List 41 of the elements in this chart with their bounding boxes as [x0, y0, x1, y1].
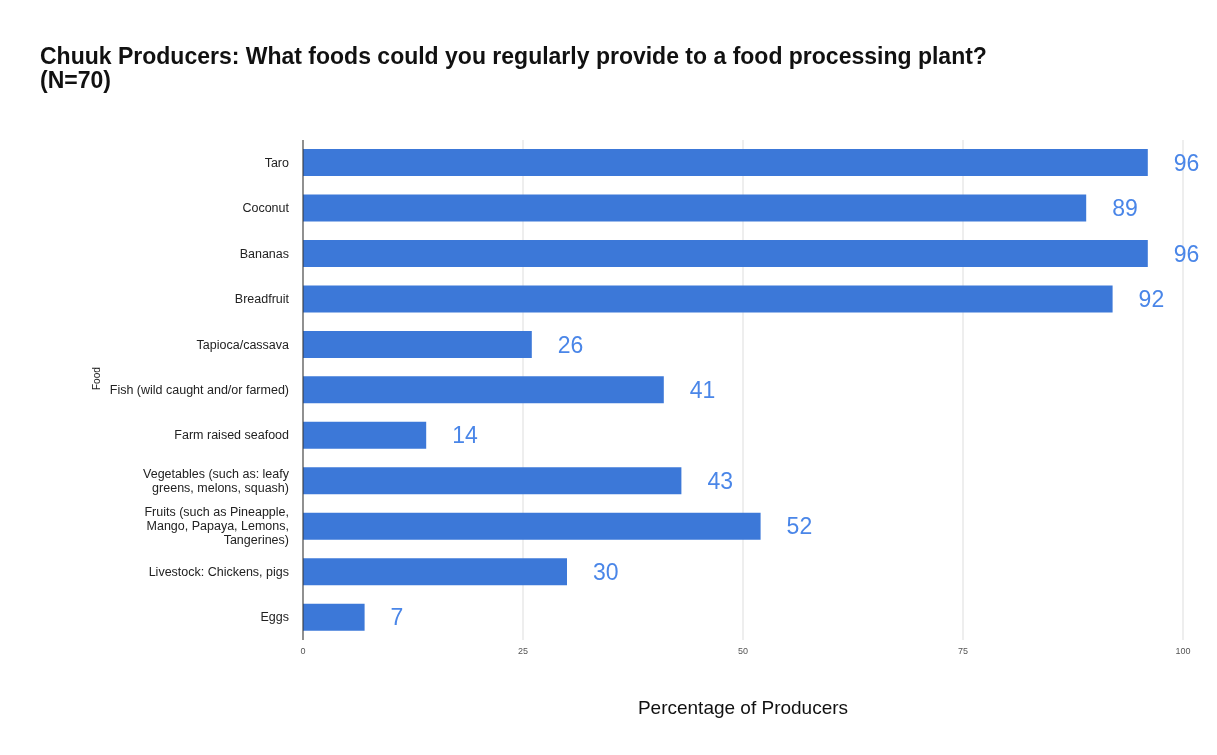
- bar: [303, 467, 682, 495]
- bar: [303, 512, 761, 540]
- y-axis-title: Food: [90, 367, 102, 390]
- y-tick-label: Bananas: [239, 246, 289, 261]
- x-tick-label: 50: [737, 646, 749, 657]
- bar: [303, 149, 1148, 177]
- bar: [303, 376, 664, 404]
- bar: [303, 194, 1087, 222]
- data-label: 92: [1138, 286, 1165, 313]
- y-tick-label: Tapioca/cassava: [196, 337, 290, 352]
- x-tick-label: 0: [300, 646, 306, 657]
- data-label: 89: [1112, 195, 1138, 222]
- bar: [303, 330, 532, 358]
- y-tick-label: Fish (wild caught and/or farmed): [109, 383, 289, 397]
- y-tick-label: Fruits (such as Pineapple, Mango, Papaya, Lemons, Tangerines): [144, 505, 289, 548]
- data-label: 41: [689, 377, 716, 404]
- x-tick-label: 75: [957, 646, 969, 657]
- y-tick-label: Taro: [264, 155, 290, 170]
- x-axis-title: Percentage of Producers: [637, 697, 849, 718]
- bar: [303, 558, 567, 586]
- data-label: 26: [557, 331, 584, 358]
- y-tick-label: Breadfruit: [234, 292, 290, 307]
- data-label: 43: [707, 467, 733, 494]
- data-label: 52: [786, 513, 813, 540]
- y-tick-label: Vegetables (such as: leafy greens, melons, squash): [143, 466, 290, 495]
- y-tick-label: Eggs: [260, 610, 289, 625]
- y-tick-label: Livestock: Chickens, pigs: [148, 564, 289, 579]
- x-tick-label: 25: [517, 646, 529, 657]
- chart-title: Chuuk Producers: What foods could you regularly provide to a food processing plant? (N=70): [40, 43, 988, 93]
- data-label: 14: [452, 422, 478, 449]
- data-label: 7: [390, 604, 404, 631]
- data-label: 30: [593, 558, 619, 585]
- y-tick-label: Farm raised seafood: [174, 428, 290, 443]
- bar: [303, 285, 1113, 313]
- data-label: 96: [1173, 149, 1200, 176]
- data-label: 96: [1173, 240, 1200, 267]
- y-tick-label: Coconut: [242, 201, 290, 216]
- bar: [303, 240, 1148, 267]
- x-tick-label: 100: [1175, 646, 1191, 657]
- bar: [303, 603, 365, 631]
- bar: [303, 421, 427, 449]
